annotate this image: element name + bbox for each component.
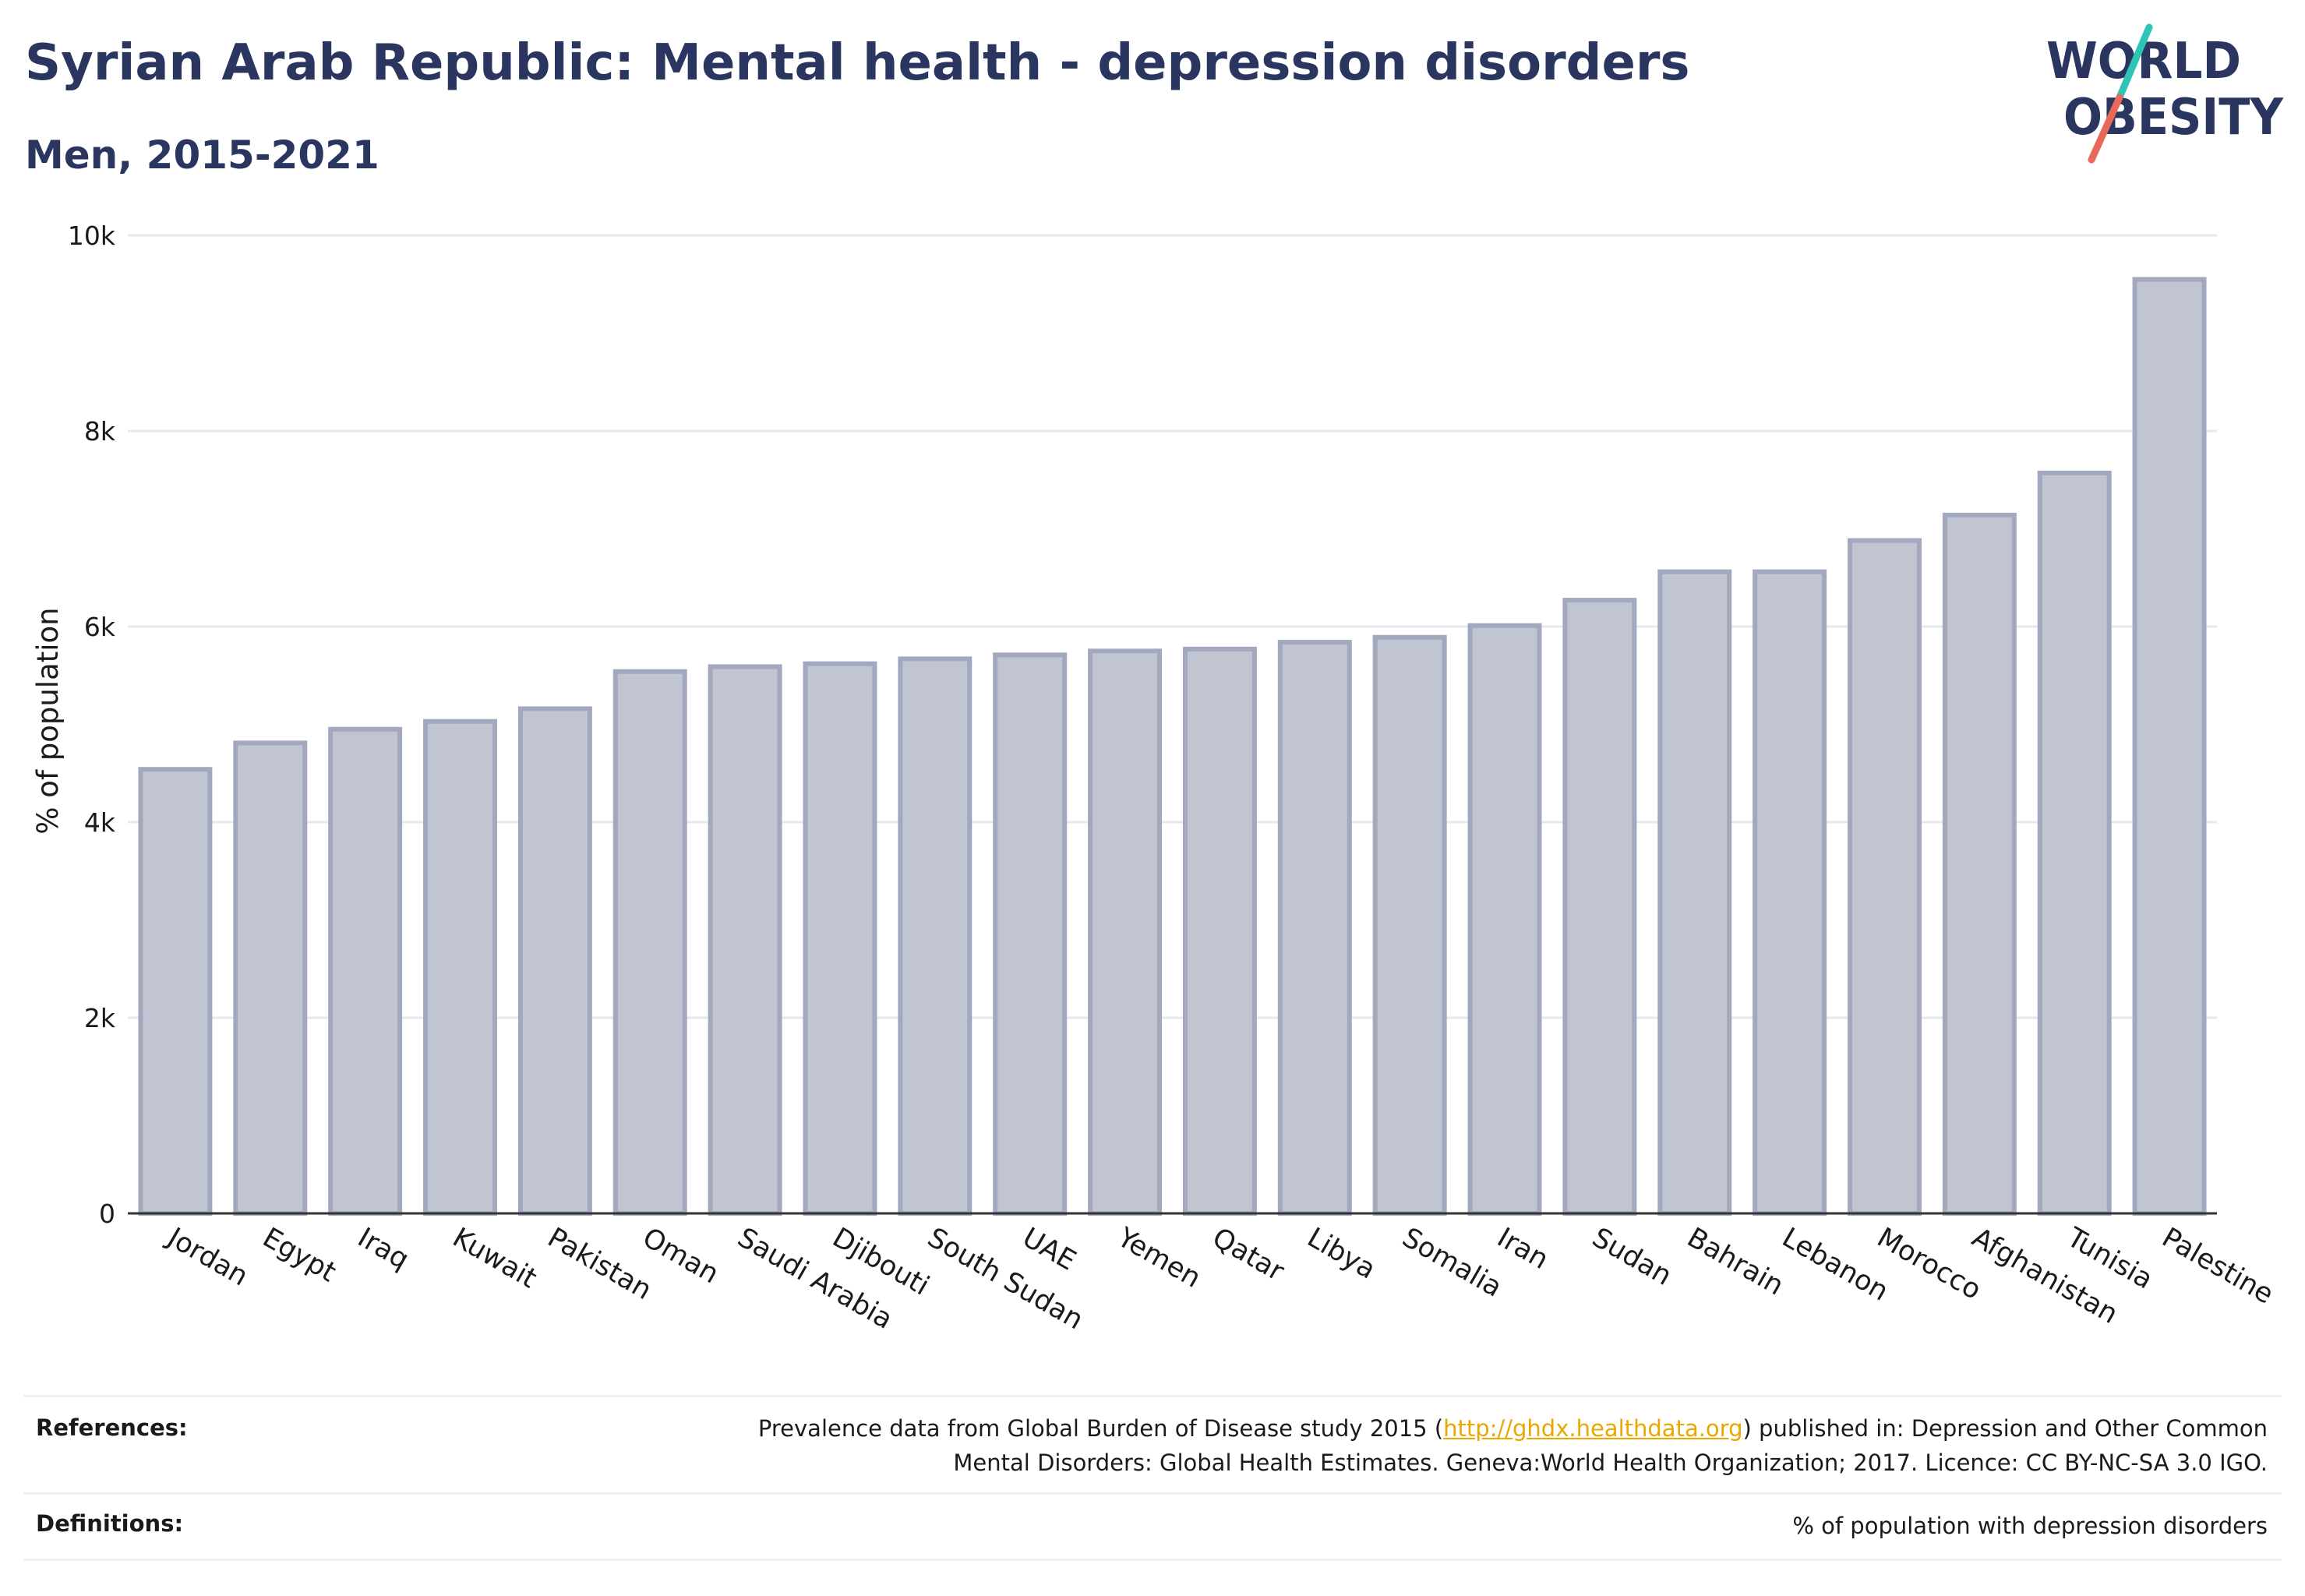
references-panel: References: Prevalence data from Global … (23, 1395, 2282, 1561)
bar[interactable] (328, 726, 403, 1216)
x-tick-label: Pakistan (542, 1222, 657, 1306)
bar[interactable] (1753, 569, 1827, 1216)
references-label: References: (36, 1414, 188, 1441)
x-tick-label: Yemen (1111, 1222, 1205, 1294)
references-row: References: Prevalence data from Global … (23, 1395, 2282, 1492)
bar-chart: 0 2k 4k 6k 8k 10k Jordan Egypt Iraq Kuwait Pakist… (31, 221, 2279, 1336)
bar[interactable] (1088, 648, 1163, 1216)
definitions-row: Definitions: % of population with depres… (23, 1492, 2282, 1561)
x-tick-label: Egypt (257, 1222, 341, 1288)
bar[interactable] (803, 661, 877, 1216)
x-tick-label: Morocco (1872, 1222, 1986, 1306)
references-line2: Mental Disorders: Global Health Estimate… (953, 1449, 2268, 1476)
chart-title: Syrian Arab Republic: Mental health - de… (25, 34, 1690, 92)
logo-slash-teal (2116, 23, 2153, 101)
bar[interactable] (708, 664, 782, 1216)
x-tick-label: Kuwait (447, 1222, 542, 1294)
references-text: Prevalence data from Global Burden of Di… (23, 1397, 2282, 1480)
y-tick-label: 0 (99, 1199, 115, 1229)
x-tick-label: Iran (1492, 1222, 1554, 1276)
bar[interactable] (1467, 623, 1542, 1216)
x-tick-label: Jordan (161, 1221, 253, 1292)
x-tick-label: Lebanon (1777, 1222, 1894, 1308)
bars (138, 277, 2207, 1216)
bar[interactable] (423, 719, 498, 1216)
bar[interactable] (233, 740, 308, 1216)
references-text-before: Prevalence data from Global Burden of Di… (757, 1415, 1444, 1442)
x-tick-label: Libya (1302, 1222, 1381, 1285)
bar[interactable] (1562, 598, 1637, 1216)
y-tick-label: 6k (84, 612, 116, 642)
y-axis-label: % of population (31, 607, 65, 834)
definitions-text: % of population with depression disorder… (1792, 1513, 2268, 1539)
bar[interactable] (1372, 634, 1447, 1216)
references-text-after: ) published in: Depression and Other Com… (1742, 1415, 2268, 1442)
y-tick-label: 2k (84, 1003, 116, 1033)
bar[interactable] (1847, 538, 1922, 1216)
bar[interactable] (138, 767, 213, 1216)
x-tick-label: Sudan (1587, 1222, 1676, 1292)
bar[interactable] (1942, 512, 2017, 1216)
y-tick-label: 10k (68, 221, 116, 251)
bar[interactable] (2037, 470, 2112, 1216)
y-tick-label: 8k (84, 416, 116, 447)
definitions-label: Definitions: (36, 1510, 184, 1537)
x-tick-label: Somalia (1397, 1222, 1507, 1304)
x-tick-label: Bahrain (1682, 1222, 1788, 1301)
x-tick-label: Qatar (1207, 1222, 1290, 1287)
bar[interactable] (517, 706, 592, 1216)
world-obesity-logo: WORLD OBESITY (2046, 23, 2284, 164)
bar[interactable] (2132, 277, 2207, 1216)
bar[interactable] (993, 652, 1068, 1216)
logo-slash-red (2088, 94, 2123, 164)
y-tick-labels: 0 2k 4k 6k 8k 10k (68, 221, 116, 1229)
bar[interactable] (1657, 569, 1732, 1216)
x-tick-label: UAE (1017, 1222, 1081, 1276)
bar[interactable] (1182, 646, 1257, 1216)
y-tick-label: 4k (84, 807, 116, 838)
chart-subtitle: Men, 2015-2021 (25, 132, 379, 178)
x-tick-label: Palestine (2157, 1222, 2279, 1310)
bar[interactable] (612, 669, 687, 1216)
references-link[interactable]: http://ghdx.healthdata.org (1443, 1415, 1743, 1442)
bar[interactable] (898, 656, 972, 1216)
bar[interactable] (1277, 640, 1352, 1216)
x-tick-label: Iraq (352, 1222, 414, 1276)
